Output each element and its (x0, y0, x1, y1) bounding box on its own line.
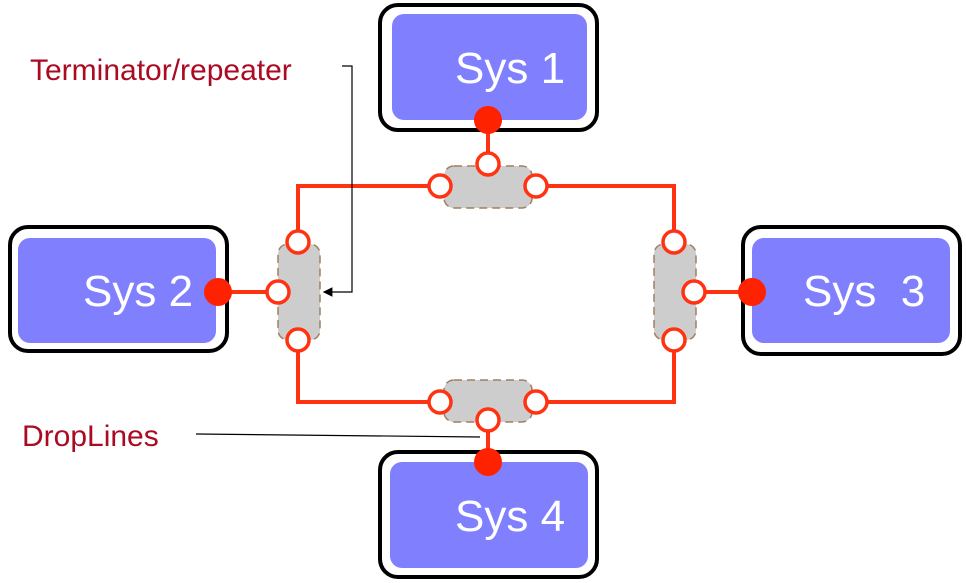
wire-top-left (296, 184, 440, 242)
port-sys4 (474, 448, 502, 476)
wire-top-right (536, 184, 676, 242)
system-sys2: Sys 2 (8, 225, 229, 353)
sys2-label: Sys 2 (83, 267, 193, 316)
sys4-box (390, 462, 588, 568)
system-sys1: Sys 1 (378, 3, 599, 132)
sys4-label: Sys 4 (455, 492, 565, 541)
port-sys3 (738, 278, 766, 306)
coupler-left (277, 243, 321, 341)
port-sys1 (474, 106, 502, 134)
terminator-leader-arrow (322, 65, 353, 297)
coupler-right (653, 243, 697, 341)
sys3-box (752, 238, 950, 343)
system-sys4: Sys 4 (378, 450, 599, 579)
wire-bottom-right (536, 340, 676, 404)
port-right-top (661, 229, 687, 255)
sys1-box (392, 14, 587, 120)
port-right-drop (681, 279, 707, 305)
port-left-bottom (285, 327, 311, 353)
port-sys2 (204, 278, 232, 306)
port-right-bottom (661, 327, 687, 353)
port-left-top (285, 229, 311, 255)
system-ports (204, 106, 766, 476)
port-top-drop (475, 151, 501, 177)
ring-wiring (296, 184, 676, 404)
port-bottom-right (523, 389, 549, 415)
droplines-leader-line (195, 433, 481, 438)
port-top-right (523, 173, 549, 199)
port-left-drop (265, 279, 291, 305)
port-top-left (427, 173, 453, 199)
sys1-label: Sys 1 (455, 44, 565, 93)
wire-bottom-left (296, 340, 440, 404)
port-bottom-drop (475, 407, 501, 433)
terminator-annotation: Terminator/repeater (30, 54, 292, 87)
sys2-box (18, 238, 216, 343)
system-sys3: Sys 3 (741, 225, 962, 356)
sys3-label: Sys 3 (803, 267, 925, 316)
coupler-ports (265, 151, 707, 433)
port-bottom-left (427, 389, 453, 415)
droplines-annotation: DropLines (22, 420, 159, 453)
